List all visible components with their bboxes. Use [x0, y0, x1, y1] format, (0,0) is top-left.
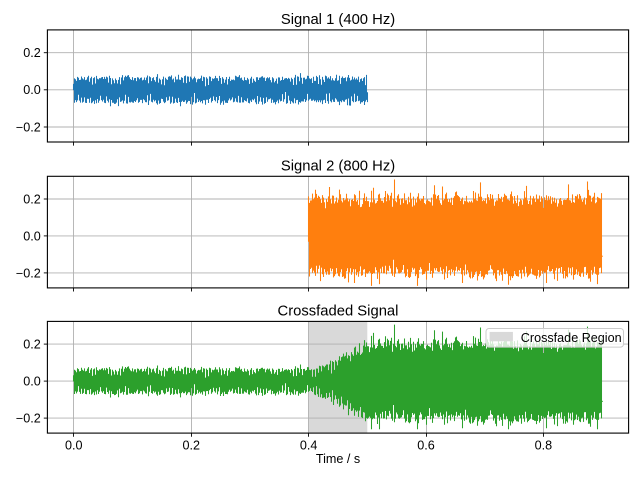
svg-text:Crossfaded Signal: Crossfaded Signal [278, 304, 399, 320]
svg-text:−0.2: −0.2 [16, 120, 41, 134]
svg-text:0.2: 0.2 [23, 192, 41, 206]
svg-text:0.6: 0.6 [417, 439, 435, 453]
svg-text:−0.2: −0.2 [16, 266, 41, 280]
svg-text:Crossfade Region: Crossfade Region [521, 331, 622, 345]
svg-text:0.0: 0.0 [65, 439, 83, 453]
svg-text:0.2: 0.2 [182, 439, 200, 453]
svg-text:Signal 1 (400 Hz): Signal 1 (400 Hz) [281, 12, 395, 28]
svg-text:0.8: 0.8 [535, 439, 553, 453]
svg-text:0.0: 0.0 [23, 375, 41, 389]
svg-text:Signal 2 (800 Hz): Signal 2 (800 Hz) [281, 159, 395, 175]
svg-text:0.0: 0.0 [23, 229, 41, 243]
svg-text:0.2: 0.2 [23, 46, 41, 60]
svg-text:0.4: 0.4 [300, 439, 318, 453]
svg-text:0.0: 0.0 [23, 83, 41, 97]
svg-text:−0.2: −0.2 [16, 412, 41, 426]
svg-text:Time / s: Time / s [316, 452, 360, 466]
svg-text:0.2: 0.2 [23, 338, 41, 352]
